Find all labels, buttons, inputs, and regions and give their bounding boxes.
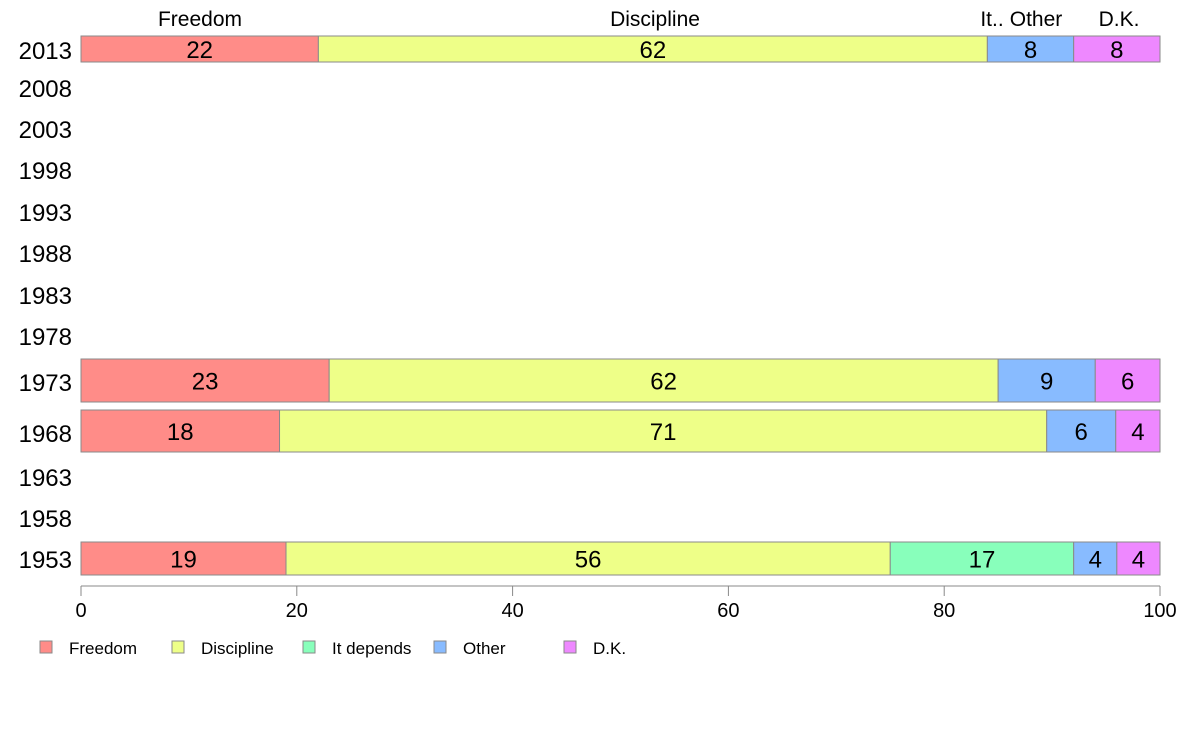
bar-1973-freedom: [80, 358, 330, 403]
year-label-1973: 1973: [19, 370, 72, 397]
column-header: Discipline: [610, 8, 700, 31]
bar-value-label: 62: [650, 369, 677, 396]
bar-1953-other: [1073, 541, 1118, 576]
x-tick-label: 60: [717, 600, 739, 622]
year-label-1983: 1983: [19, 283, 72, 310]
column-header: Freedom: [158, 8, 242, 31]
bar-value-label: 4: [1089, 547, 1102, 574]
legend-swatch-other: [433, 640, 447, 654]
year-label-2008: 2008: [19, 76, 72, 103]
column-header: It..: [980, 8, 1003, 31]
legend-label: Freedom: [69, 639, 137, 658]
year-label-2003: 2003: [19, 117, 72, 144]
legend-label: Other: [463, 639, 506, 658]
legend-label: Discipline: [201, 639, 274, 658]
bar-value-label: 8: [1024, 37, 1037, 64]
year-label-1998: 1998: [19, 158, 72, 185]
year-label-2013: 2013: [19, 38, 72, 65]
x-axis: 0 20 40 60 80 100: [75, 585, 1177, 622]
x-tick-label: 100: [1143, 600, 1176, 622]
column-header: Other: [1010, 8, 1063, 31]
bar-value-label: 4: [1132, 547, 1145, 574]
bars: 22 62 8 823 62 9 618 71 6 419 56 17 4 4: [80, 35, 1161, 576]
bar-2013-freedom: [80, 35, 319, 63]
legend-swatch-d-k: [563, 640, 577, 654]
legend: Freedom Discipline It depends Other D.K.: [39, 639, 626, 658]
bar-value-label: 6: [1075, 419, 1088, 446]
bar-1968-freedom: [80, 409, 281, 453]
legend-swatch-discipline: [171, 640, 185, 654]
x-tick-label: 40: [501, 600, 523, 622]
bar-2013-other: [986, 35, 1075, 63]
x-tick-label: 80: [933, 600, 955, 622]
bar-value-label: 23: [192, 369, 219, 396]
year-label-1953: 1953: [19, 547, 72, 574]
bar-value-label: 62: [640, 37, 667, 64]
bar-1953-d-k: [1116, 541, 1161, 576]
bar-value-label: 56: [575, 547, 602, 574]
year-label-1978: 1978: [19, 324, 72, 351]
year-label-1963: 1963: [19, 465, 72, 492]
legend-label: D.K.: [593, 639, 626, 658]
year-label-1988: 1988: [19, 241, 72, 268]
year-label-1958: 1958: [19, 506, 72, 533]
bar-1953-discipline: [285, 541, 891, 576]
column-header: D.K.: [1099, 8, 1140, 31]
year-label-1993: 1993: [19, 200, 72, 227]
bar-value-label: 19: [170, 547, 197, 574]
bar-1953-freedom: [80, 541, 287, 576]
bar-1973-other: [997, 358, 1096, 403]
year-labels: 2013 2008 2003 1998 1993 1988 1983 1978 1973 1968…: [19, 38, 72, 574]
bar-value-label: 9: [1040, 369, 1053, 396]
bar-1968-d-k: [1115, 409, 1161, 453]
bar-1973-discipline: [328, 358, 999, 403]
bar-value-label: 17: [969, 547, 996, 574]
bar-value-label: 71: [650, 419, 677, 446]
bar-value-label: 8: [1110, 37, 1123, 64]
x-tick-label: 20: [286, 600, 308, 622]
bar-value-label: 22: [186, 37, 213, 64]
bar-2013-d-k: [1073, 35, 1161, 63]
legend-swatch-freedom: [39, 640, 53, 654]
bar-2013-discipline: [317, 35, 988, 63]
bar-1973-d-k: [1094, 358, 1161, 403]
legend-label: It depends: [332, 639, 411, 658]
bar-value-label: 6: [1121, 369, 1134, 396]
year-label-1968: 1968: [19, 421, 72, 448]
bar-value-label: 18: [167, 419, 194, 446]
x-tick-label: 0: [75, 600, 86, 622]
column-headers: Freedom Discipline It.. Other D.K.: [158, 8, 1139, 31]
legend-swatch-it-depends: [302, 640, 316, 654]
bar-value-label: 4: [1131, 419, 1144, 446]
bar-1968-discipline: [279, 409, 1048, 453]
